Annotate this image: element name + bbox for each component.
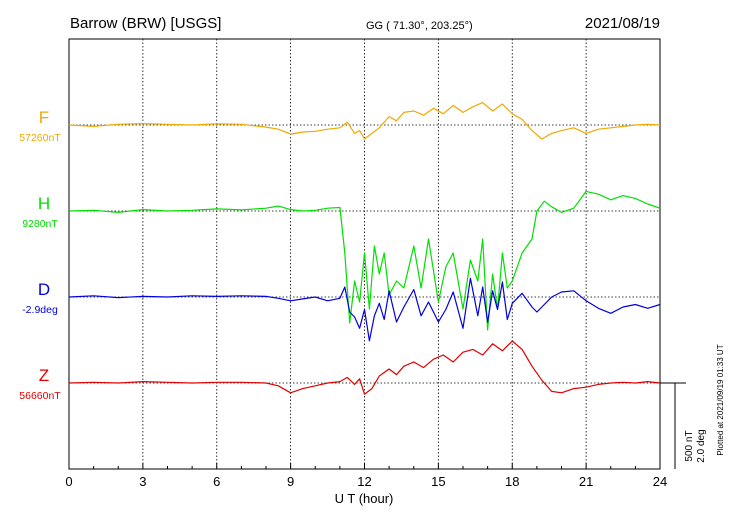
x-tick-label: 21	[579, 474, 593, 489]
plotted-timestamp: Plotted at 2021/09/19 01:33 UT	[716, 344, 725, 455]
scale-bar: 500 nT 2.0 deg	[660, 382, 707, 469]
series-line-z	[68, 340, 661, 395]
series-lines	[68, 102, 661, 395]
x-tick-label: 9	[287, 474, 294, 489]
series-labels: F 57260nT H 9280nT D -2.9deg Z 56660nT	[19, 108, 61, 402]
date-label: 2021/08/19	[585, 15, 660, 32]
series-line-h	[68, 190, 661, 331]
series-baseline-z: 56660nT	[19, 390, 61, 402]
scale-label-deg: 2.0 deg	[696, 429, 707, 462]
series-name-h: H	[38, 194, 50, 213]
series-baseline-d: -2.9deg	[22, 304, 58, 316]
scale-label-nt: 500 nT	[684, 430, 695, 461]
series-name-f: F	[39, 108, 49, 127]
series-baseline-h: 9280nT	[22, 218, 58, 230]
series-line-d	[68, 277, 661, 342]
x-axis-label: U T (hour)	[335, 491, 394, 506]
x-tick-label: 18	[505, 474, 519, 489]
coordinates-label: GG ( 71.30°, 203.25°)	[366, 20, 473, 32]
series-baseline-f: 57260nT	[19, 132, 61, 144]
x-tick-label: 0	[65, 474, 72, 489]
series-name-z: Z	[39, 366, 49, 385]
x-tick-label: 15	[431, 474, 445, 489]
series-line-f	[68, 102, 661, 140]
station-title: Barrow (BRW) [USGS]	[70, 15, 221, 32]
gridlines	[142, 39, 587, 469]
x-tick-label: 3	[139, 474, 146, 489]
x-tick-label: 24	[653, 474, 667, 489]
x-tick-label: 12	[357, 474, 371, 489]
x-tick-label: 6	[213, 474, 220, 489]
series-name-d: D	[38, 280, 50, 299]
x-axis-ticks: 0 3 6 9 12 15 18 21 24	[65, 463, 667, 489]
